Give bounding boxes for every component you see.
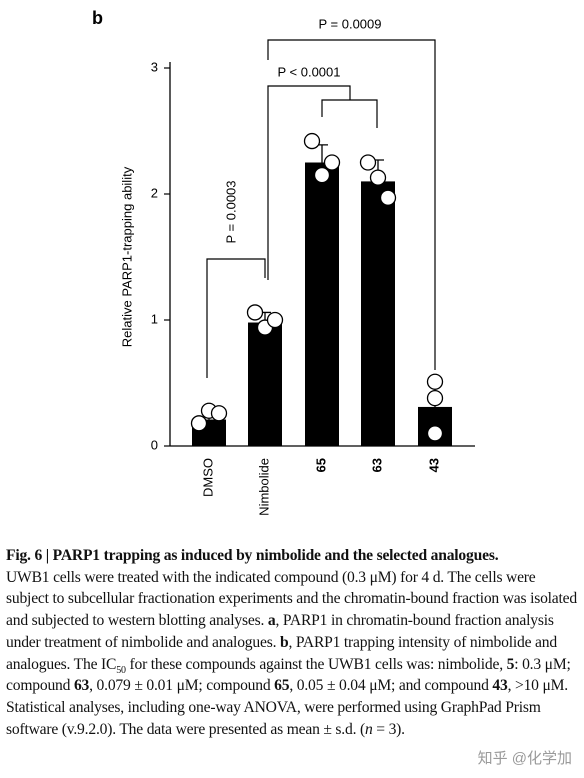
watermark: 知乎 @化学加 bbox=[477, 750, 572, 767]
caption-text: 50 bbox=[116, 664, 126, 676]
caption-text: , 0.079 ± 0.01 μM; compound bbox=[89, 677, 275, 695]
p-value: P = 0.0003 bbox=[223, 180, 238, 243]
data-point bbox=[426, 425, 444, 442]
caption-text: , PARP1 trapping intensity of nimbolide … bbox=[6, 633, 557, 673]
caption-text: a bbox=[267, 612, 276, 630]
caption-text: : 0.3 μM; compound bbox=[6, 655, 571, 695]
caption-text: , >10 μM. Statistical analyses, includin… bbox=[6, 677, 569, 738]
caption-text: = 3). bbox=[372, 720, 405, 738]
p-value: P = 0.0009 bbox=[318, 16, 381, 31]
x-tick-label: DMSO bbox=[200, 458, 215, 497]
caption-text: 5 bbox=[506, 655, 515, 673]
y-tick-label: 2 bbox=[151, 185, 158, 200]
y-axis-label: Relative PARP1-trapping ability bbox=[119, 166, 134, 347]
data-point bbox=[246, 304, 264, 321]
x-tick-label: Nimbolide bbox=[256, 458, 271, 516]
bar bbox=[305, 162, 339, 446]
data-point bbox=[303, 132, 321, 150]
figure-caption: Fig. 6 | PARP1 trapping as induced by ni… bbox=[6, 545, 580, 740]
caption-text: 63 bbox=[73, 677, 90, 695]
caption-text: , 0.05 ± 0.04 μM; and compound bbox=[289, 677, 493, 695]
bracket bbox=[206, 258, 266, 378]
data-point bbox=[323, 154, 341, 171]
data-point bbox=[426, 373, 444, 390]
chart: b Relative PARP1-trapping ability P = 0.… bbox=[92, 8, 475, 516]
p-value: P < 0.0001 bbox=[277, 64, 340, 79]
caption-text: n bbox=[364, 720, 373, 738]
caption-text: 43 bbox=[492, 677, 508, 695]
x-tick-label: 65 bbox=[313, 458, 328, 472]
data-point bbox=[426, 389, 444, 407]
data-point bbox=[359, 154, 377, 171]
x-tick-label: 63 bbox=[369, 458, 384, 472]
data-point bbox=[210, 405, 228, 422]
data-point bbox=[190, 415, 208, 432]
bracket bbox=[267, 39, 436, 370]
bracket bbox=[267, 85, 351, 280]
significance-brackets bbox=[206, 39, 436, 378]
x-tick-label: 43 bbox=[426, 458, 441, 472]
y-tick-label: 1 bbox=[151, 311, 158, 326]
caption-text: 65 bbox=[274, 677, 290, 695]
y-tick-label: 0 bbox=[151, 437, 158, 452]
bracket bbox=[321, 99, 378, 128]
data-point bbox=[313, 166, 331, 184]
panel-label: b bbox=[92, 8, 103, 28]
caption-text: UWB1 cells were treated with the indicat… bbox=[6, 568, 577, 630]
caption-title: Fig. 6 | PARP1 trapping as induced by ni… bbox=[6, 547, 499, 564]
data-point bbox=[379, 189, 397, 206]
caption-text: for these compounds against the UWB1 cel… bbox=[125, 655, 507, 673]
caption-text: b bbox=[279, 633, 289, 651]
bar bbox=[361, 181, 395, 446]
bar bbox=[248, 322, 282, 446]
data-point bbox=[369, 169, 387, 186]
y-tick-label: 3 bbox=[151, 59, 158, 74]
caption-text: , PARP1 in chromatin-bound fraction anal… bbox=[6, 612, 554, 651]
data-point bbox=[266, 311, 284, 329]
